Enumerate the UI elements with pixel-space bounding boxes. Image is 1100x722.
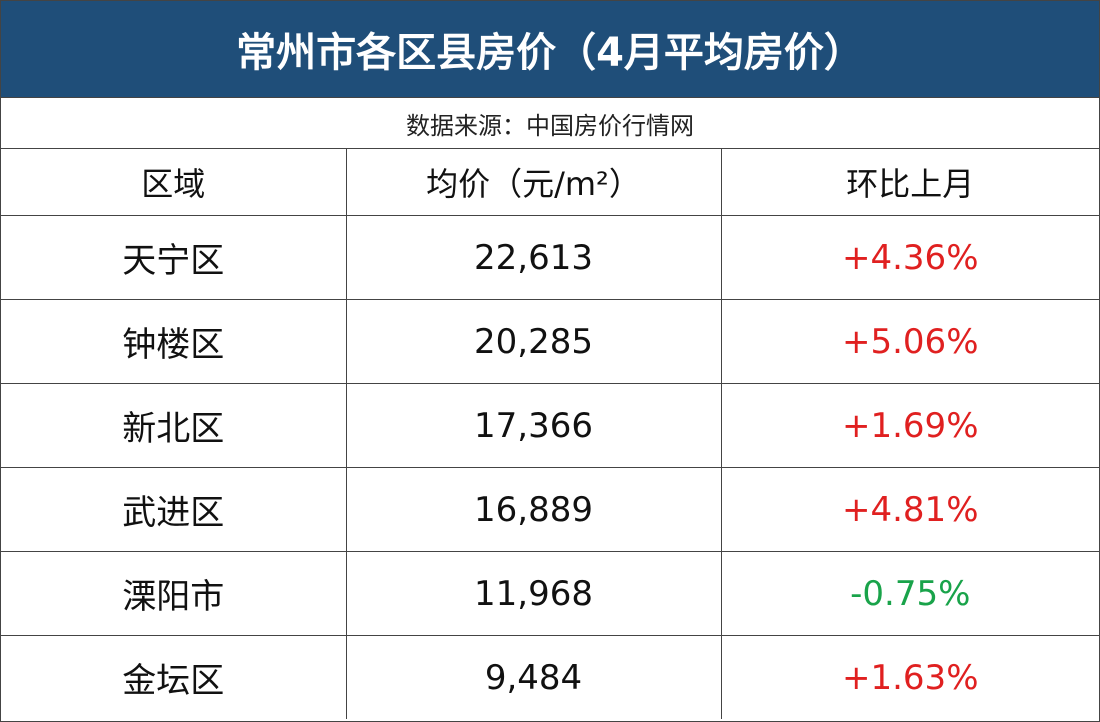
price-cell: 17,366 [345,383,722,468]
title: 常州市各区县房价（4月平均房价） [1,1,1099,98]
price-cell: 9,484 [345,635,722,719]
price-table: 区域 均价（元/m²） 环比上月 天宁区 22,613 +4.36% 钟楼区 20,28… [1,149,1099,719]
data-row: 金坛区 9,484 +1.63% [1,635,1099,719]
change-cell: +4.36% [720,215,1099,300]
column-header: 区域 [1,149,347,216]
change-cell: +1.63% [720,635,1099,719]
price-cell: 20,285 [345,299,722,384]
change-cell: +1.69% [720,383,1099,468]
change-cell: +4.81% [720,467,1099,552]
price-cell: 16,889 [345,467,722,552]
header-row: 区域 均价（元/m²） 环比上月 [1,149,1099,216]
district-cell: 新北区 [1,383,347,468]
district-cell: 金坛区 [1,635,347,719]
column-header: 均价（元/m²） [345,149,722,216]
district-cell: 天宁区 [1,215,347,300]
data-row: 武进区 16,889 +4.81% [1,467,1099,552]
column-header: 环比上月 [720,149,1099,216]
district-cell: 钟楼区 [1,299,347,384]
district-cell: 溧阳市 [1,551,347,636]
change-cell: +5.06% [720,299,1099,384]
data-row: 新北区 17,366 +1.69% [1,383,1099,468]
data-row: 天宁区 22,613 +4.36% [1,215,1099,300]
source: 数据来源：中国房价行情网 [1,98,1099,149]
price-cell: 22,613 [345,215,722,300]
price-cell: 11,968 [345,551,722,636]
data-row: 溧阳市 11,968 -0.75% [1,551,1099,636]
data-row: 钟楼区 20,285 +5.06% [1,299,1099,384]
district-cell: 武进区 [1,467,347,552]
change-cell: -0.75% [720,551,1099,636]
